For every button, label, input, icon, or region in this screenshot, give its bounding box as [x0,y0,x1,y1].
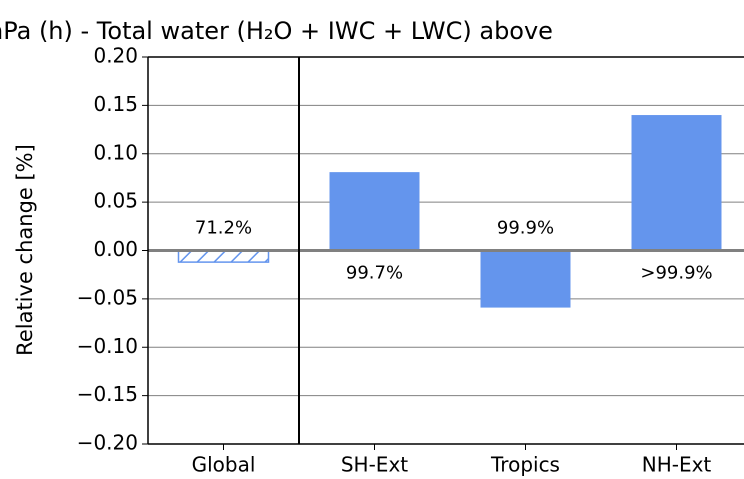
bar [631,115,722,251]
x-tick-label: Global [192,453,256,477]
x-tick-label: Tropics [490,453,560,477]
y-tick-label: −0.20 [77,431,138,455]
bar [329,172,420,251]
y-tick-label: −0.10 [77,334,138,358]
annotation: 99.7% [346,263,403,284]
y-tick-label: 0.10 [93,140,138,164]
y-axis-label: Relative change [%] [13,144,37,356]
x-tick-label: NH-Ext [642,453,712,477]
annotation: 71.2% [195,218,252,239]
y-tick-label: 0.20 [93,44,138,68]
annotation: >99.9% [640,263,712,284]
y-tick-label: 0.15 [93,92,138,116]
y-tick-label: −0.05 [77,285,138,309]
y-tick-label: 0.05 [93,189,138,213]
bar [480,250,571,308]
x-tick-label: SH-Ext [341,453,408,477]
bar [177,249,270,263]
chart-title: hPa (h) - Total water (H₂O + IWC + LWC) … [0,17,553,45]
y-tick-label: 0.00 [93,237,138,261]
annotation: 99.9% [497,218,554,239]
y-tick-label: −0.15 [77,382,138,406]
